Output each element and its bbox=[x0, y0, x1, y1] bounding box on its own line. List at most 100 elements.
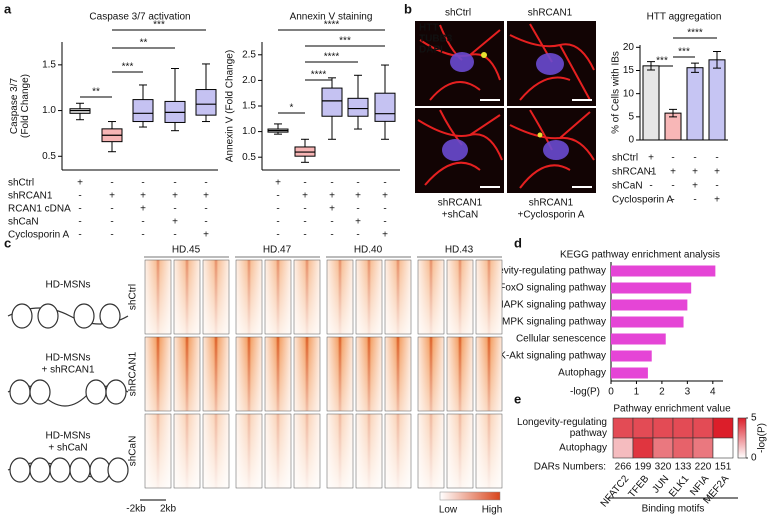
y-axis-label-line: Caspase 3/7 bbox=[9, 77, 20, 134]
condition-sign: - bbox=[303, 217, 306, 228]
significance-label: *** bbox=[122, 62, 134, 73]
condition-sign: - bbox=[276, 191, 279, 202]
y-tick-label: 15 bbox=[623, 65, 635, 76]
panel-label: a bbox=[4, 1, 12, 16]
signal-fade bbox=[355, 413, 383, 489]
condition-text: + shCaN bbox=[48, 443, 87, 454]
signal-fade bbox=[475, 413, 503, 489]
box bbox=[374, 92, 396, 122]
signal-fade bbox=[475, 336, 503, 412]
significance-label: *** bbox=[153, 20, 165, 31]
condition-sign: - bbox=[671, 181, 674, 192]
condition-sign: + bbox=[692, 181, 698, 192]
error-bar bbox=[691, 62, 699, 73]
bar bbox=[611, 299, 688, 311]
group-header: HD.45 bbox=[172, 245, 201, 256]
y-tick-label: 0.5 bbox=[242, 152, 256, 163]
signal-fade bbox=[202, 336, 230, 412]
colorbar-tick-label: 5 bbox=[751, 413, 757, 424]
colorbar-label: -log(P) bbox=[757, 423, 768, 453]
condition-sign: + bbox=[329, 191, 335, 202]
condition-sign: + bbox=[172, 217, 178, 228]
condition-sign: - bbox=[173, 178, 176, 189]
nucleosome-sketches bbox=[7, 303, 129, 483]
condition-sign: - bbox=[141, 178, 144, 189]
category-label: Autophagy bbox=[558, 368, 606, 379]
column-label: NFATC2 bbox=[599, 473, 632, 509]
y-axis-label: Caspase 3/7 (Fold Change) bbox=[9, 74, 31, 138]
condition-sign: - bbox=[78, 204, 81, 215]
condition-sign: - bbox=[141, 217, 144, 228]
condition-sign: + bbox=[302, 191, 308, 202]
significance-label: **** bbox=[687, 28, 703, 39]
signal-fade bbox=[173, 336, 201, 412]
dars-number: 133 bbox=[675, 462, 692, 473]
dars-number: 266 bbox=[615, 462, 632, 473]
error-bar bbox=[713, 50, 721, 69]
condition-sign: - bbox=[383, 217, 386, 228]
condition-label: shRCAN1 bbox=[612, 167, 657, 178]
signal-fade bbox=[326, 413, 354, 489]
row-label-text: shRCAN1 bbox=[128, 351, 139, 396]
significance-label: **** bbox=[324, 20, 340, 31]
row-label-text: shCaN bbox=[128, 436, 139, 467]
condition-sign: - bbox=[110, 204, 113, 215]
colorbar-label: High bbox=[482, 505, 503, 516]
y-tick-label: 10 bbox=[623, 88, 635, 99]
signal-fade bbox=[264, 259, 292, 335]
condition-sign: - bbox=[693, 195, 696, 206]
condition-sign: - bbox=[78, 191, 81, 202]
y-axis-label-line: % of Cells with IBs bbox=[611, 51, 622, 134]
column-label-text: TFEB bbox=[626, 473, 651, 500]
box bbox=[132, 99, 154, 123]
chart-title: Caspase 3/7 activation bbox=[89, 12, 190, 23]
condition-sign: - bbox=[173, 204, 176, 215]
condition-sign: - bbox=[356, 230, 359, 241]
y-tick-label: 2.0 bbox=[242, 75, 256, 86]
condition-sign: - bbox=[356, 204, 359, 215]
bar bbox=[611, 316, 684, 328]
category-label: Longevity-regulating pathway bbox=[476, 266, 606, 277]
stain-label: HTT bbox=[419, 23, 438, 34]
condition-sign: - bbox=[173, 230, 176, 241]
chart-title: Pathway enrichment value bbox=[613, 404, 731, 415]
condition-sign: + bbox=[714, 195, 720, 206]
signal-fade bbox=[326, 336, 354, 412]
micrograph bbox=[507, 108, 596, 193]
bar bbox=[611, 350, 652, 362]
scale-label: 2kb bbox=[160, 504, 177, 515]
condition-label: shCtrl bbox=[612, 153, 638, 164]
signal-fade bbox=[293, 259, 321, 335]
condition-sign: - bbox=[78, 217, 81, 228]
condition-label: RCAN1 cDNA bbox=[8, 204, 71, 215]
condition-sign: + bbox=[692, 167, 698, 178]
condition-sign: - bbox=[671, 153, 674, 164]
bar bbox=[642, 65, 660, 141]
image-caption: +shCaN bbox=[442, 210, 478, 221]
image-caption: shRCAN1 bbox=[438, 198, 483, 209]
signal-fade bbox=[264, 336, 292, 412]
signal-fade bbox=[446, 336, 474, 412]
column-label-text: ELK1 bbox=[667, 473, 691, 499]
heatmap-cell bbox=[612, 417, 634, 439]
condition-sign: - bbox=[330, 217, 333, 228]
signal-fade bbox=[326, 259, 354, 335]
signal-fade bbox=[446, 413, 474, 489]
signal-fade bbox=[417, 413, 445, 489]
image-caption: shRCAN1 bbox=[529, 198, 574, 209]
condition-text: HD-MSNs bbox=[46, 353, 91, 364]
condition-label: shCaN bbox=[612, 181, 643, 192]
row-label: shCaN bbox=[128, 436, 139, 467]
signal-fade bbox=[202, 259, 230, 335]
y-tick-label: 1.5 bbox=[242, 101, 256, 112]
heatmap-cell bbox=[632, 417, 654, 439]
group-header: HD.40 bbox=[354, 245, 383, 256]
condition-sign: + bbox=[382, 230, 388, 241]
stain-label: TUBB3 bbox=[419, 34, 453, 45]
signal-fade bbox=[355, 336, 383, 412]
condition-text: HD-MSNs bbox=[46, 280, 91, 291]
condition-sign: + bbox=[203, 230, 209, 241]
condition-sign: + bbox=[382, 191, 388, 202]
panel-label: d bbox=[514, 235, 522, 250]
x-tick-label: 4 bbox=[710, 387, 716, 398]
